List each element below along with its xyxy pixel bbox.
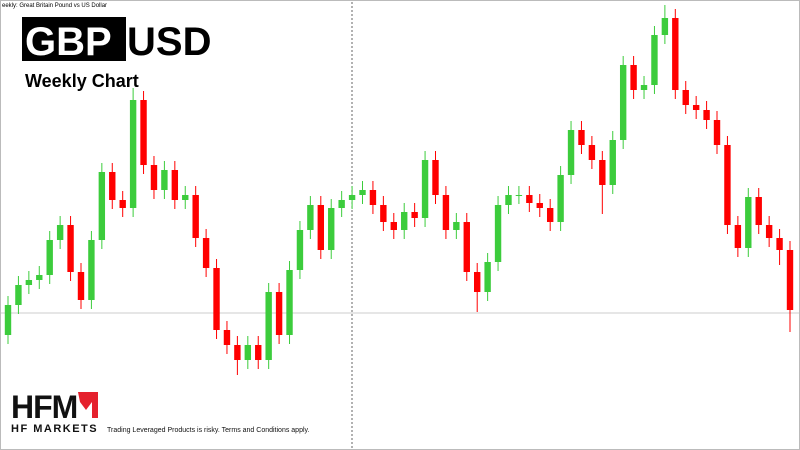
candle-body	[161, 170, 168, 190]
candle-body	[119, 200, 126, 208]
candle-body	[411, 212, 418, 218]
candle-body	[672, 18, 679, 90]
candle-body	[348, 195, 356, 200]
candle-body	[442, 195, 450, 230]
candle-body	[4, 305, 12, 335]
candle-body	[682, 90, 689, 105]
header: eekly: Great Britain Pound vs US Dollar	[2, 3, 107, 9]
candle-body	[661, 18, 669, 35]
candle-body	[567, 130, 575, 175]
candle-body	[150, 165, 158, 190]
candle-body	[651, 35, 658, 85]
subtitle: Weekly Chart	[25, 71, 139, 91]
candle-body	[129, 100, 137, 208]
candle-body	[213, 268, 220, 330]
candle-body	[359, 190, 366, 195]
candles	[1, 5, 799, 375]
candle-body	[317, 205, 324, 250]
candle-body	[786, 250, 794, 310]
candle-body	[328, 208, 335, 250]
candle-body	[192, 195, 199, 238]
candle-body	[599, 160, 606, 185]
candle-body	[265, 292, 272, 360]
candle-body	[692, 105, 700, 110]
candle-body	[88, 240, 95, 300]
candle-body	[25, 280, 33, 285]
candle-body	[578, 130, 585, 145]
candle-body	[776, 238, 783, 250]
candle-body	[36, 275, 43, 280]
candle-body	[546, 208, 554, 222]
candle-body	[421, 160, 429, 218]
candle-body	[609, 140, 616, 185]
candle-body	[109, 172, 116, 200]
candle-body	[745, 197, 752, 248]
candle-body	[703, 110, 710, 120]
candle-body	[380, 205, 387, 222]
candle-body	[755, 197, 762, 225]
candle-body	[390, 222, 397, 230]
candle-body	[515, 195, 523, 196]
candle-body	[453, 222, 460, 230]
candle-body	[338, 200, 345, 208]
candle-body	[765, 225, 773, 238]
candle-body	[182, 195, 189, 200]
candle-body	[15, 285, 22, 305]
candle-body	[463, 222, 470, 272]
candle-body	[286, 270, 293, 335]
candle-body	[98, 172, 106, 240]
logo-accent	[78, 392, 98, 418]
candle-body	[494, 205, 502, 262]
candle-body	[67, 225, 74, 272]
candle-body	[307, 205, 314, 230]
candle-body	[46, 240, 53, 275]
title-box	[22, 17, 126, 61]
candle-body	[202, 238, 210, 268]
candle-body	[536, 203, 543, 208]
candle-body	[171, 170, 179, 200]
candle-body	[474, 272, 481, 292]
candle-body	[724, 145, 731, 225]
candle-body	[296, 230, 304, 270]
candle-body	[56, 225, 64, 240]
candle-body	[234, 345, 241, 360]
title-base: GBP	[25, 20, 112, 64]
candle-body	[401, 212, 408, 230]
title-quote: USD	[127, 20, 211, 64]
candle-body	[77, 272, 85, 300]
candle-body	[223, 330, 231, 345]
candle-body	[505, 195, 512, 205]
brand: HF MARKETS	[11, 423, 98, 435]
candle-body	[619, 65, 627, 140]
candle-body	[484, 262, 491, 292]
candle-body	[734, 225, 742, 248]
candle-body	[369, 190, 377, 205]
candle-body	[640, 85, 648, 90]
candle-body	[526, 195, 533, 203]
candle-body	[432, 160, 439, 195]
candle-body	[557, 175, 564, 222]
candle-body	[275, 292, 283, 335]
candle-body	[630, 65, 637, 90]
candle-body	[140, 100, 147, 165]
candle-body	[244, 345, 252, 360]
candle-body	[255, 345, 262, 360]
disclaimer: Trading Leveraged Products is risky. Ter…	[107, 427, 310, 434]
logo: HFM	[11, 389, 77, 425]
candle-body	[588, 145, 596, 160]
candle-body	[713, 120, 721, 145]
